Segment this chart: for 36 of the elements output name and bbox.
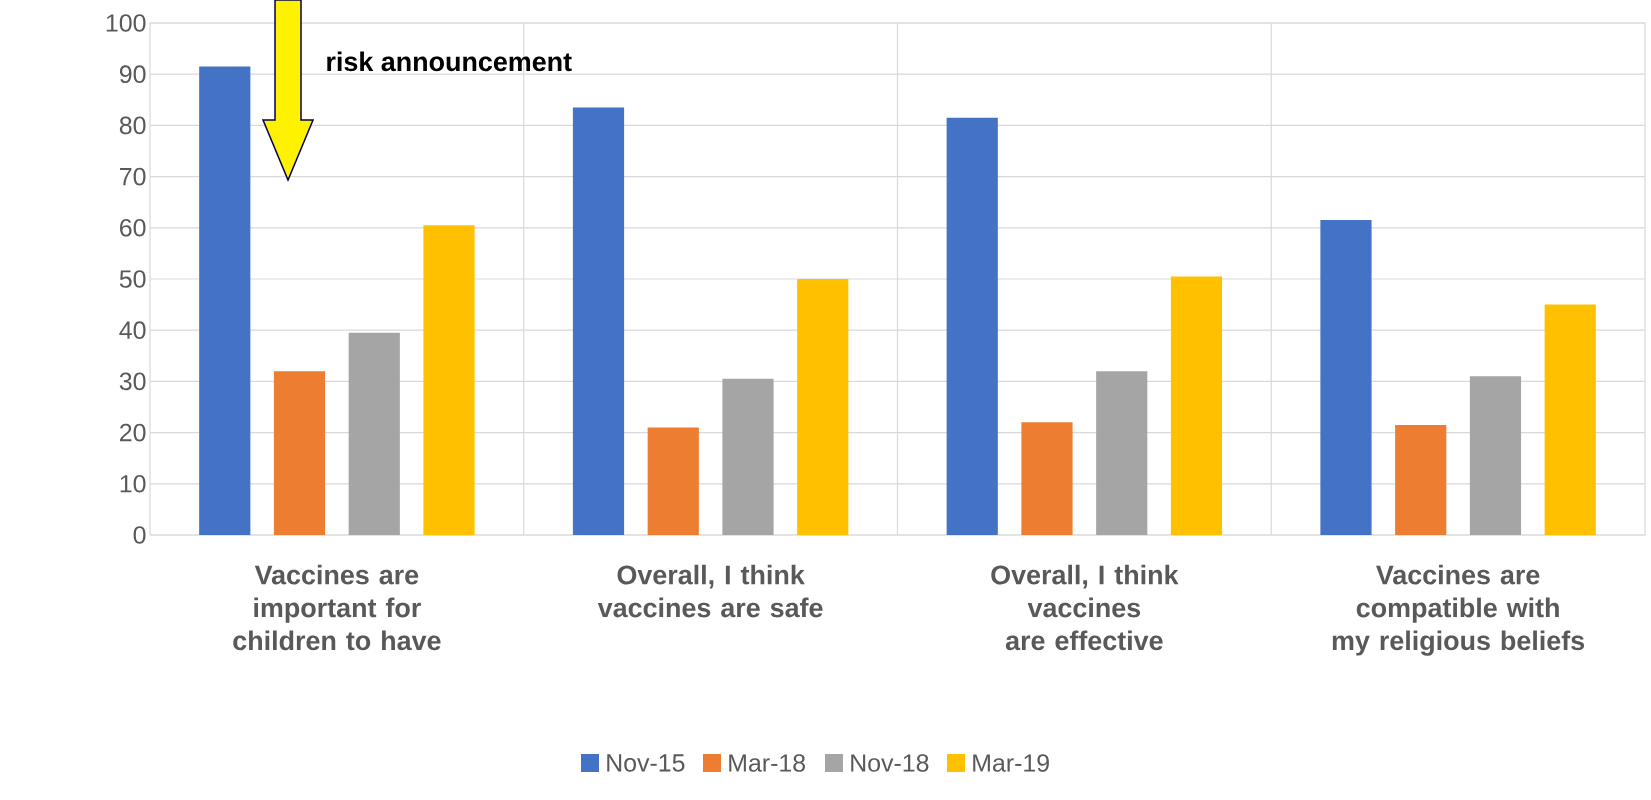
bar <box>1544 304 1596 535</box>
x-tick-label: Overall, I think vaccines are safe <box>597 564 823 618</box>
bar <box>348 332 400 535</box>
y-tick-label: 100 <box>106 14 146 32</box>
bar <box>572 107 625 535</box>
y-tick-label: 50 <box>119 270 146 288</box>
x-tick-label: Vaccines are important for children to have <box>233 564 441 651</box>
legend-label: Mar-19 <box>973 754 1049 772</box>
y-tick-label: 40 <box>119 321 146 340</box>
legend-label: Mar-18 <box>729 754 806 772</box>
x-tick-label: Overall, I think vaccines are effective <box>991 564 1179 651</box>
bar <box>1170 276 1223 535</box>
bar <box>1096 371 1148 535</box>
y-tick-label: 30 <box>119 372 146 391</box>
y-tick-label: 20 <box>120 423 146 442</box>
bar <box>1395 424 1447 535</box>
bar <box>946 117 998 535</box>
bar <box>199 66 251 535</box>
bar <box>797 278 849 535</box>
bar <box>1021 422 1073 535</box>
legend-label: Nov-18 <box>851 754 929 772</box>
bar <box>722 378 774 535</box>
x-tick-label: Vaccines are compatible with my religious beliefs <box>1332 564 1585 656</box>
y-tick-label: 80 <box>119 116 146 135</box>
y-tick-label: 0 <box>133 526 146 544</box>
bar <box>423 225 475 535</box>
annotation: risk announcement <box>327 51 572 72</box>
y-tick-label: 90 <box>119 65 146 84</box>
bar <box>647 427 699 535</box>
y-tick-label: 60 <box>120 218 146 237</box>
bar <box>273 371 326 535</box>
legend-label: Nov-15 <box>607 754 685 772</box>
bar <box>1320 220 1372 535</box>
y-tick-label: 70 <box>120 167 146 186</box>
y-tick-label: 10 <box>120 474 146 493</box>
bar <box>1469 376 1522 535</box>
